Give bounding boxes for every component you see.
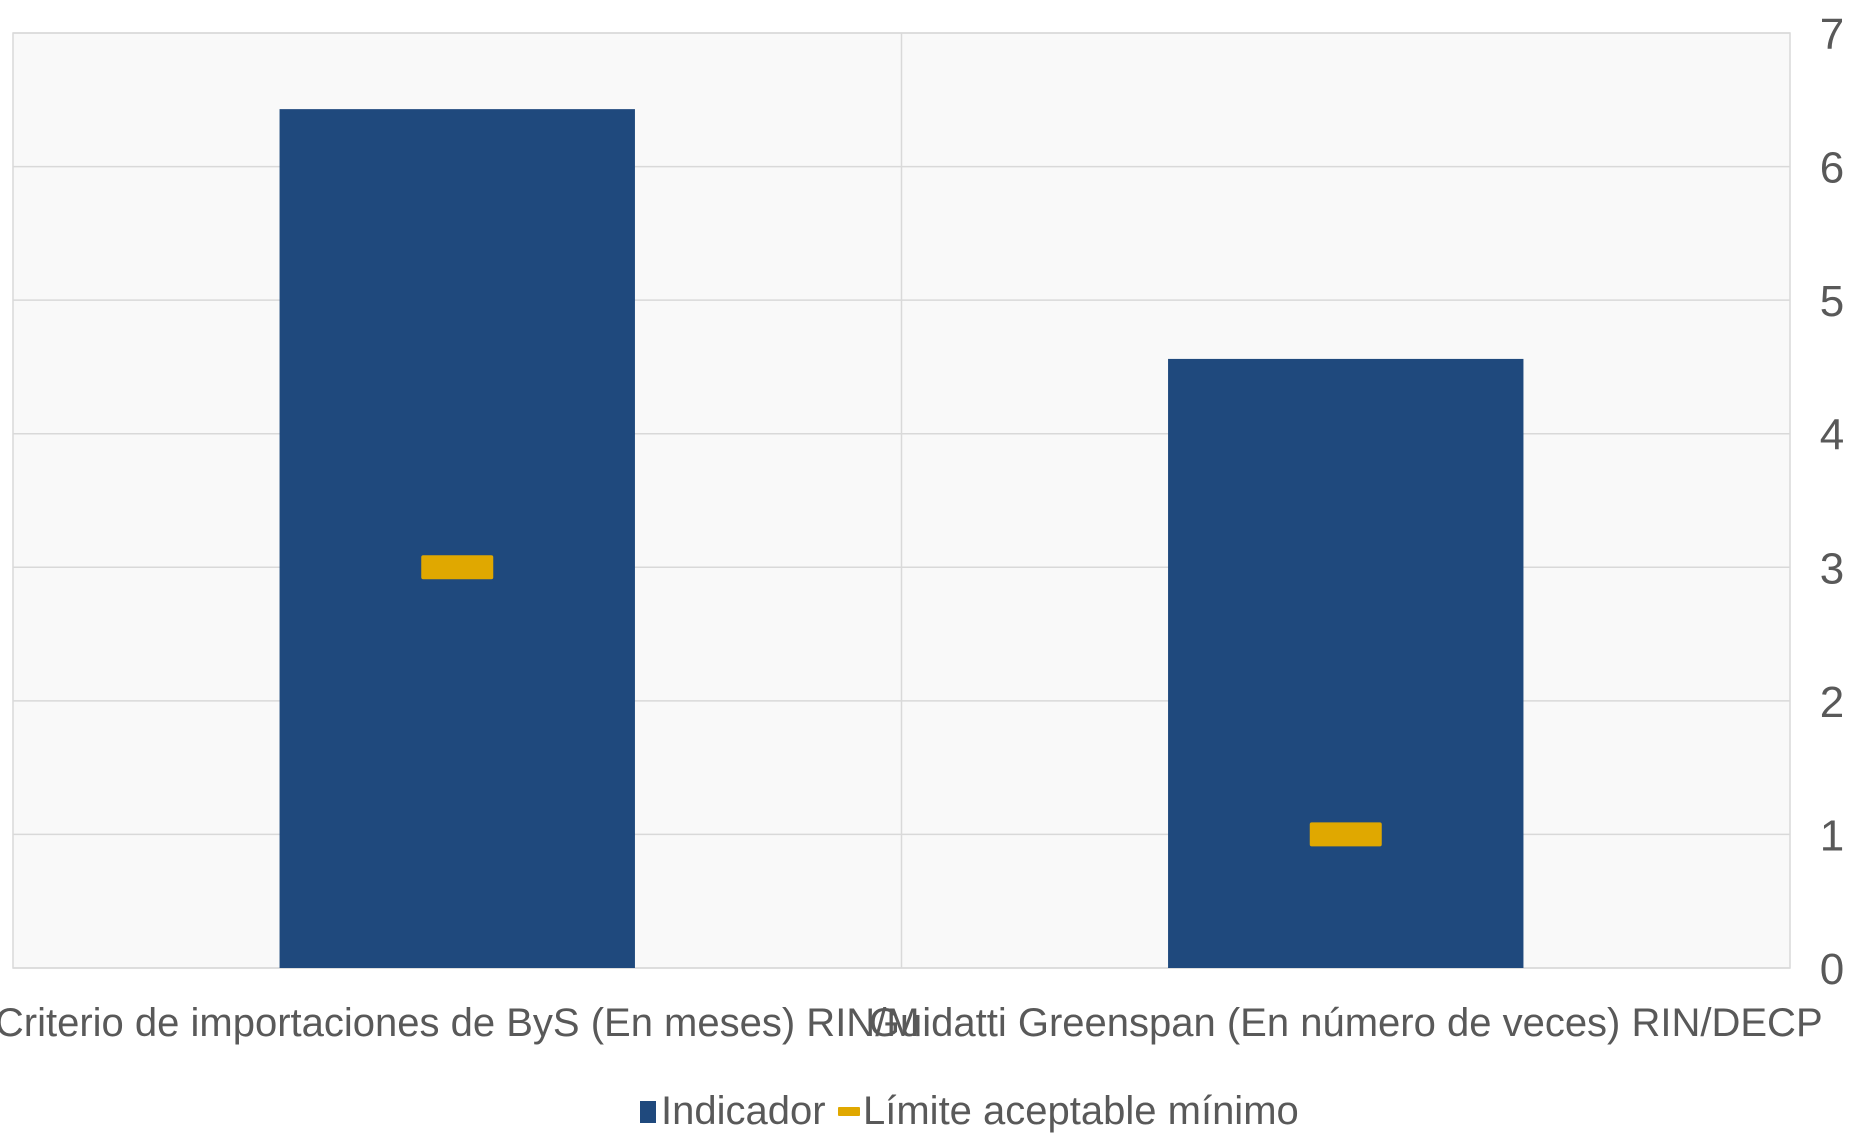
y-tick-label: 4	[1820, 411, 1844, 460]
bar-indicador	[1168, 358, 1524, 968]
y-tick-label: 6	[1820, 144, 1844, 193]
marker-series	[421, 555, 1382, 847]
bar-indicador	[279, 109, 635, 968]
y-tick-label: 3	[1820, 544, 1844, 593]
y-tick-label: 1	[1820, 811, 1844, 860]
y-tick-label: 2	[1820, 678, 1844, 727]
legend-swatch-limite	[838, 1107, 860, 1116]
x-category-label: Guidatti Greenspan (En número de veces) …	[869, 1001, 1823, 1045]
marker-limite	[421, 555, 494, 580]
y-tick-label: 0	[1820, 945, 1844, 994]
bar-series	[279, 109, 1524, 968]
y-axis-ticks: 0 1 2 3 4 5 6 7	[1820, 10, 1844, 994]
x-category-label: Criterio de importaciones de ByS (En mes…	[0, 1001, 920, 1045]
legend-swatch-indicador	[640, 1101, 656, 1123]
y-tick-label: 7	[1820, 10, 1844, 59]
x-axis-categories: Criterio de importaciones de ByS (En mes…	[0, 1001, 1823, 1045]
legend-label-limite: Límite aceptable mínimo	[863, 1089, 1299, 1133]
y-tick-label: 5	[1820, 277, 1844, 326]
legend-label-indicador: Indicador	[661, 1089, 826, 1133]
legend: Indicador Límite aceptable mínimo	[640, 1089, 1299, 1133]
marker-limite	[1309, 822, 1382, 847]
